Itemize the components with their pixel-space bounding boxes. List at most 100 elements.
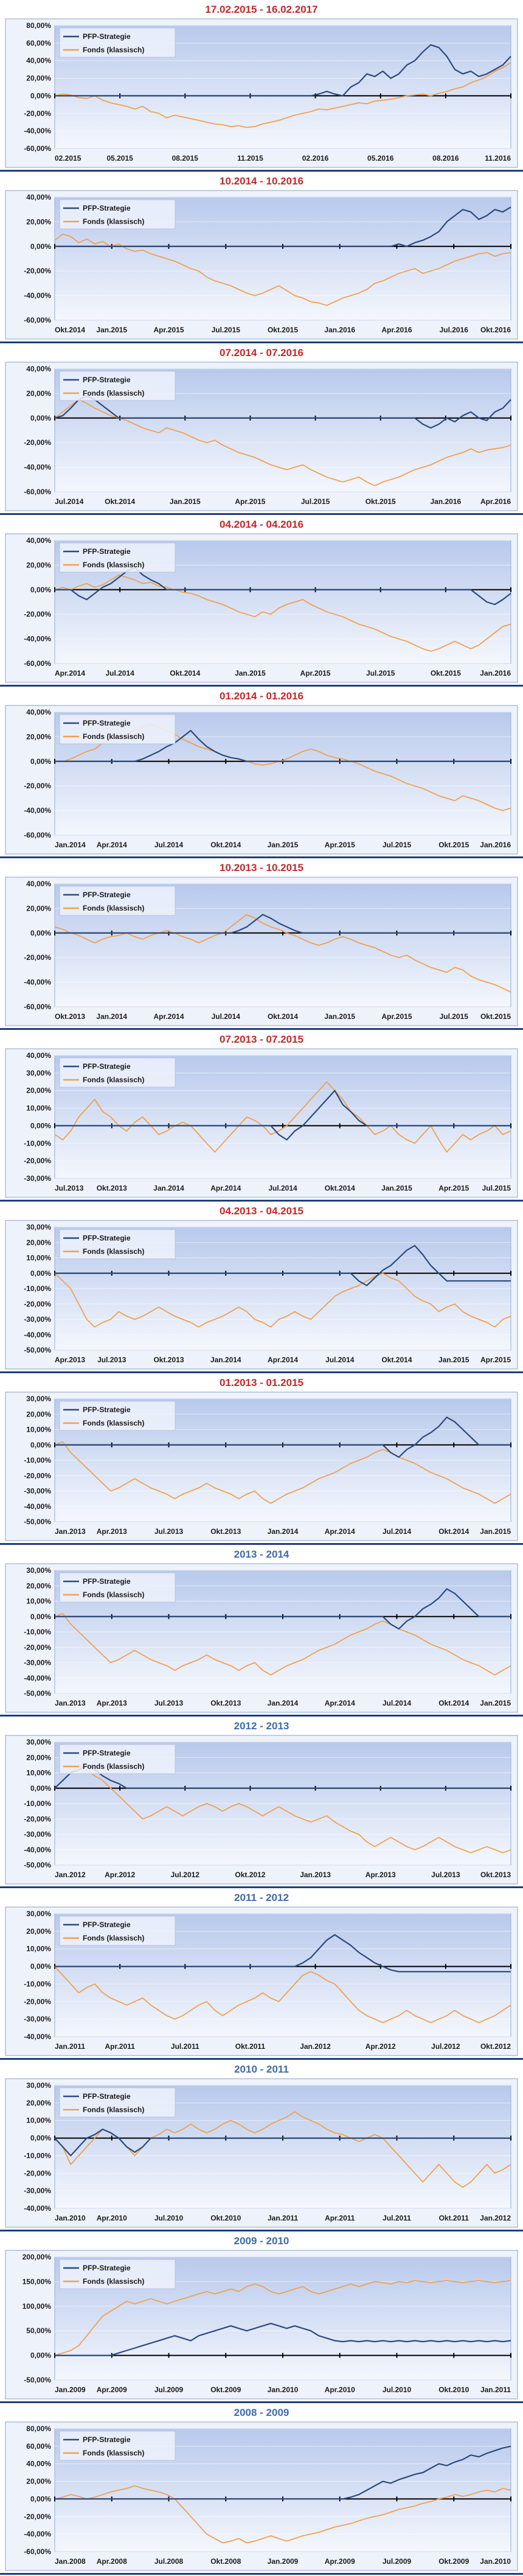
legend-label: PFP-Strategie [83,204,131,212]
series-line-pfp-strategie [55,1090,511,1141]
x-tick-label: Apr.2014 [55,669,85,677]
legend: PFP-Strategie Fonds (klassisch) [59,886,176,916]
y-tick-label: 40,00% [26,365,51,373]
legend-label: Fonds (klassisch) [83,904,144,912]
x-tick-label: Okt.2014 [438,1699,469,1707]
chart-title: 07.2014 - 07.2016 [219,347,303,359]
x-tick-label: Apr.2011 [325,2214,355,2222]
y-tick-label: 20,00% [26,1927,51,1936]
legend-label: PFP-Strategie [83,547,131,556]
x-tick-label: Jan.2015 [480,1699,511,1707]
chart-panel: 01.2014 - 01.2016 40,00% 20,00% 0,00% -20,00… [0,687,523,858]
legend-label: Fonds (klassisch) [83,46,144,54]
y-tick-label: -30,00% [24,2015,51,2023]
legend-box [59,1572,176,1603]
legend-label: PFP-Strategie [83,2092,131,2101]
x-tick-label: Jul.2015 [482,1184,511,1192]
x-tick-label: Jan.2013 [55,1527,86,1536]
chart-panel: 01.2013 - 01.2015 30,00% 20,00% 10,00% 0,00%… [0,1373,523,1545]
x-tick-label: Apr.2009 [325,2557,355,2566]
x-tick-label: Apr.2014 [325,1699,355,1707]
y-tick-label: 10,00% [26,1945,51,1953]
x-tick-label: Apr.2016 [381,326,412,334]
series-line-fonds-klassisch [54,233,511,306]
series-line-fonds-klassisch [54,2280,511,2356]
y-tick-label: -20,00% [24,1997,51,2006]
y-tick-label: 10,00% [26,2116,51,2125]
y-tick-label: 40,00% [26,2460,51,2468]
legend: PFP-Strategie Fonds (klassisch) [59,2087,176,2118]
x-tick-label: Jan.2014 [210,1356,241,1364]
legend-label: PFP-Strategie [83,1749,131,1757]
y-tick-label: 40,00% [26,536,51,545]
series-line-pfp-strategie [55,1588,511,1630]
y-tick-label: 50,00% [26,2326,51,2335]
x-tick-label: 11.2016 [485,154,511,163]
x-tick-label: Apr.2015 [300,669,331,677]
legend-box [59,2431,176,2461]
x-tick-label: Jul.2015 [301,497,330,506]
x-tick-label: 02.2016 [302,154,329,163]
x-tick-label: Okt.2014 [438,1527,469,1536]
series-line-pfp-strategie [55,1245,511,1287]
y-tick-label: -40,00% [24,127,51,135]
legend-label: PFP-Strategie [83,2435,131,2444]
chart-title: 2013 - 2014 [234,1549,289,1560]
y-tick-label: 20,00% [26,2099,51,2107]
x-tick-label: Jan.2011 [55,2042,85,2051]
y-tick-label: -30,00% [24,2186,51,2195]
x-tick-label: Jan.2010 [480,2557,511,2566]
y-tick-label: 100,00% [23,2302,52,2311]
chart-title: 2012 - 2013 [234,1720,289,1732]
x-tick-label: Jan.2015 [268,841,299,849]
y-tick-label: 40,00% [26,193,51,201]
panel-separator [0,2230,523,2231]
x-tick-label: Okt.2011 [235,2042,266,2051]
y-tick-label: 200,00% [23,2253,52,2261]
legend: PFP-Strategie Fonds (klassisch) [59,1401,176,1431]
y-tick-label: 150,00% [23,2277,52,2286]
chart-title: 04.2014 - 04.2016 [219,519,303,530]
y-tick-label: -20,00% [24,1157,51,1165]
y-tick-label: -30,00% [24,1830,51,1839]
x-tick-label: Jan.2012 [480,2214,511,2222]
x-tick-label: Apr.2013 [365,1871,396,1879]
legend: PFP-Strategie Fonds (klassisch) [59,1572,176,1603]
legend: PFP-Strategie Fonds (klassisch) [59,1916,176,1946]
x-tick-label: Okt.2016 [480,326,511,334]
y-tick-label: -30,00% [24,1659,51,1667]
series-line-fonds-klassisch [54,1272,511,1328]
y-tick-label: -10,00% [24,1799,51,1808]
y-tick-label: -50,00% [24,1346,51,1354]
line-chart: 30,00% 20,00% 10,00% 0,00% -10,00% -20,00% -30… [5,1563,518,1713]
legend: PFP-Strategie Fonds (klassisch) [59,1057,176,1088]
x-tick-label: 08.2015 [172,154,199,163]
x-tick-label: Apr.2010 [325,2385,355,2394]
x-tick-label: Apr.2009 [97,2385,127,2394]
y-tick-label: 80,00% [26,21,51,30]
x-tick-label: Apr.2014 [153,1012,184,1021]
y-tick-label: 20,00% [26,2477,51,2486]
y-tick-label: -40,00% [24,2530,51,2538]
y-tick-label: -20,00% [24,1471,51,1480]
y-tick-label: 30,00% [26,1395,51,1403]
legend-box [59,2087,176,2118]
y-tick-label: -40,00% [24,1674,51,1682]
x-tick-label: Apr.2015 [381,1012,412,1021]
x-tick-label: Apr.2013 [55,1356,85,1364]
y-tick-label: -50,00% [24,1861,51,1869]
series-line-fonds-klassisch [54,2111,511,2188]
y-tick-label: -20,00% [24,1300,51,1308]
line-chart: 30,00% 20,00% 10,00% 0,00% -10,00% -20,00% -30… [5,1906,518,2056]
chart-title: 17.02.2015 - 16.02.2017 [205,4,318,15]
legend-label: Fonds (klassisch) [83,217,144,226]
x-tick-label: Apr.2014 [268,1356,298,1364]
legend-label: PFP-Strategie [83,1405,131,1414]
line-chart: 40,00% 30,00% 20,00% 10,00% 0,00% -10,00% -20,… [5,1048,518,1198]
y-tick-label: 30,00% [26,1909,51,1918]
legend-label: Fonds (klassisch) [83,561,144,569]
x-tick-label: Jan.2015 [438,1356,469,1364]
y-tick-label: 0,00% [30,414,51,422]
legend: PFP-Strategie Fonds (klassisch) [59,27,176,58]
x-tick-label: Okt.2009 [210,2385,241,2394]
